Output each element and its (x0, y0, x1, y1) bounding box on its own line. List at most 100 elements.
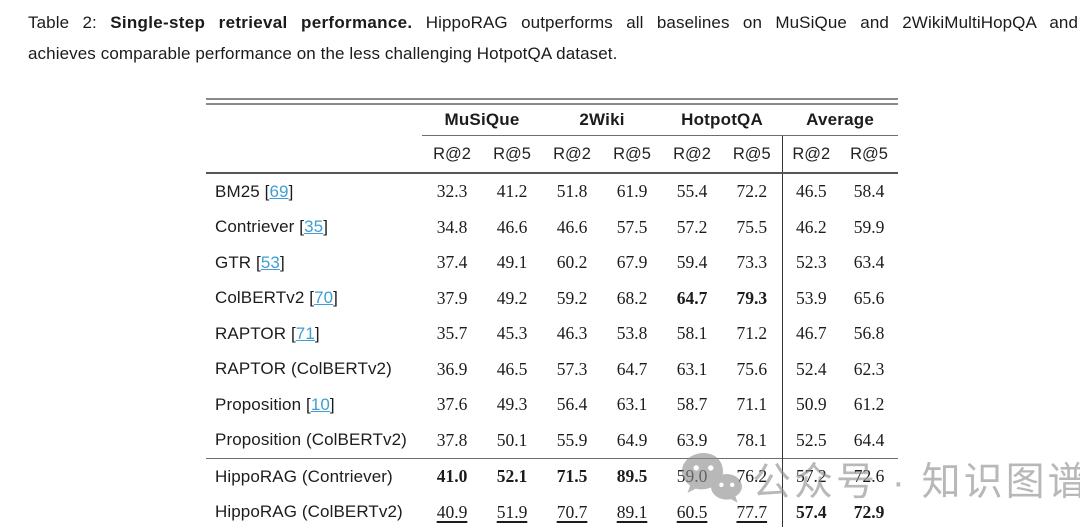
method-label: RAPTOR (215, 323, 287, 343)
method-label: ColBERTv2 (215, 288, 305, 308)
metric-cell: 56.8 (853, 323, 885, 344)
metric-cell: 72.9 (853, 501, 885, 522)
metric-cell: 89.1 (616, 501, 648, 522)
metric-cell: 57.3 (556, 358, 588, 379)
method-label: HippoRAG (Contriever) (215, 466, 393, 486)
metric-cell: 63.9 (676, 429, 708, 450)
metric-cell: 61.9 (616, 181, 648, 202)
table-caption: Table 2: Single-step retrieval performan… (28, 7, 1078, 69)
metric-cell: 59.0 (662, 458, 723, 495)
metric-cell: 36.9 (436, 358, 468, 379)
metric-cell: 35.7 (436, 323, 468, 344)
metric-cell: 67.9 (616, 252, 648, 273)
citation-ref: [70] (304, 288, 338, 308)
table-group-header-row: MuSiQue 2Wiki HotpotQA Average (206, 105, 899, 136)
caption-line-2: achieves comparable performance on the l… (28, 44, 618, 63)
caption-line-1: Table 2: Single-step retrieval performan… (28, 7, 1078, 38)
citation-link[interactable]: 35 (304, 217, 324, 237)
metric-cell: 76.2 (722, 458, 783, 495)
metric-cell: 58.1 (676, 323, 708, 344)
table-row: RAPTOR (ColBERTv2) 36.9 46.5 57.3 64.7 63.1 7… (206, 351, 898, 387)
metric-cell: 56.4 (556, 394, 588, 415)
citation-link[interactable]: 10 (310, 394, 330, 414)
metric-cell: 55.4 (676, 181, 708, 202)
metric-cell: 46.5 (781, 173, 841, 210)
column-header-r2: R@2 (542, 135, 603, 174)
column-group-average: Average (782, 105, 899, 136)
column-header-r5: R@5 (840, 135, 899, 174)
metric-cell: 77.7 (736, 501, 768, 522)
subheader-spacer (206, 135, 422, 174)
metric-cell: 65.6 (853, 287, 885, 308)
metric-cell: 71.1 (736, 394, 768, 415)
column-header-r2: R@2 (662, 135, 723, 174)
metric-cell: 73.3 (736, 252, 768, 273)
metric-cell: 52.1 (482, 458, 543, 495)
citation-ref: [10] (301, 394, 335, 414)
metric-cell: 79.3 (736, 287, 768, 308)
metric-cell: 63.1 (676, 358, 708, 379)
metric-cell: 53.9 (781, 280, 841, 316)
metric-cell: 34.8 (436, 216, 468, 237)
header-spacer (206, 105, 422, 136)
metric-cell: 57.2 (781, 458, 841, 495)
metric-cell: 68.2 (616, 287, 648, 308)
metric-cell: 49.2 (496, 287, 528, 308)
column-group-musique: MuSiQue (422, 105, 543, 136)
metric-cell: 45.3 (496, 323, 528, 344)
metric-cell: 41.0 (422, 458, 482, 495)
metric-cell: 59.9 (853, 216, 885, 237)
method-label: Proposition (215, 394, 302, 414)
citation-link[interactable]: 70 (314, 288, 334, 308)
metric-cell: 41.2 (496, 181, 528, 202)
table-row: Proposition (ColBERTv2) 37.8 50.1 55.9 64.9… (206, 422, 898, 459)
table-row: Proposition [10] 37.6 49.3 56.4 63.1 58.7 71.… (206, 387, 898, 423)
method-label: GTR (215, 252, 252, 272)
metric-cell: 57.2 (676, 216, 708, 237)
metric-cell: 62.3 (853, 358, 885, 379)
citation-link[interactable]: 71 (295, 323, 315, 343)
citation-ref: [71] (286, 323, 320, 343)
method-label: RAPTOR (ColBERTv2) (215, 359, 392, 379)
column-group-hotpotqa: HotpotQA (662, 105, 783, 136)
metric-cell: 46.2 (781, 209, 841, 245)
method-label: BM25 (215, 181, 260, 201)
metric-cell: 37.8 (436, 429, 468, 450)
table-row: Contriever [35] 34.8 46.6 46.6 57.5 57.2 75.5… (206, 209, 898, 245)
column-header-r5: R@5 (722, 135, 783, 174)
metric-cell: 64.9 (616, 429, 648, 450)
table-row: RAPTOR [71] 35.7 45.3 46.3 53.8 58.1 71.2 46.7… (206, 316, 898, 352)
metric-cell: 72.6 (840, 458, 899, 495)
column-header-r2: R@2 (781, 135, 841, 174)
metric-cell: 59.4 (676, 252, 708, 273)
metric-cell: 64.7 (676, 287, 708, 308)
citation-ref: [53] (251, 252, 285, 272)
metric-cell: 57.4 (781, 494, 841, 527)
table-row: HippoRAG (ColBERTv2) 40.9 51.9 70.7 89.1 60.… (206, 494, 898, 527)
metric-cell: 37.6 (436, 394, 468, 415)
results-table: MuSiQue 2Wiki HotpotQA Average R@2 R@5 R@2 R@5 R… (206, 98, 899, 527)
metric-cell: 75.5 (736, 216, 768, 237)
citation-link[interactable]: 69 (269, 181, 289, 201)
results-table-grid: MuSiQue 2Wiki HotpotQA Average R@2 R@5 R@2 R@5 R… (206, 105, 899, 527)
caption-table-number: Table 2: (28, 13, 97, 32)
metric-cell: 78.1 (736, 429, 768, 450)
metric-cell: 71.5 (542, 458, 603, 495)
metric-cell: 55.9 (556, 429, 588, 450)
metric-cell: 58.7 (676, 394, 708, 415)
metric-cell: 60.2 (556, 252, 588, 273)
metric-cell: 52.5 (781, 422, 841, 459)
metric-cell: 46.7 (781, 316, 841, 352)
metric-cell: 49.1 (496, 252, 528, 273)
metric-cell: 61.2 (853, 394, 885, 415)
metric-cell: 58.4 (853, 181, 885, 202)
metric-cell: 63.4 (853, 252, 885, 273)
metric-cell: 52.4 (781, 351, 841, 387)
metric-cell: 46.3 (556, 323, 588, 344)
metric-cell: 46.5 (496, 358, 528, 379)
column-header-r2: R@2 (422, 135, 482, 174)
metric-cell: 37.4 (436, 252, 468, 273)
citation-link[interactable]: 53 (260, 252, 280, 272)
caption-text: HippoRAG outperforms all baselines on Mu… (425, 13, 1079, 32)
